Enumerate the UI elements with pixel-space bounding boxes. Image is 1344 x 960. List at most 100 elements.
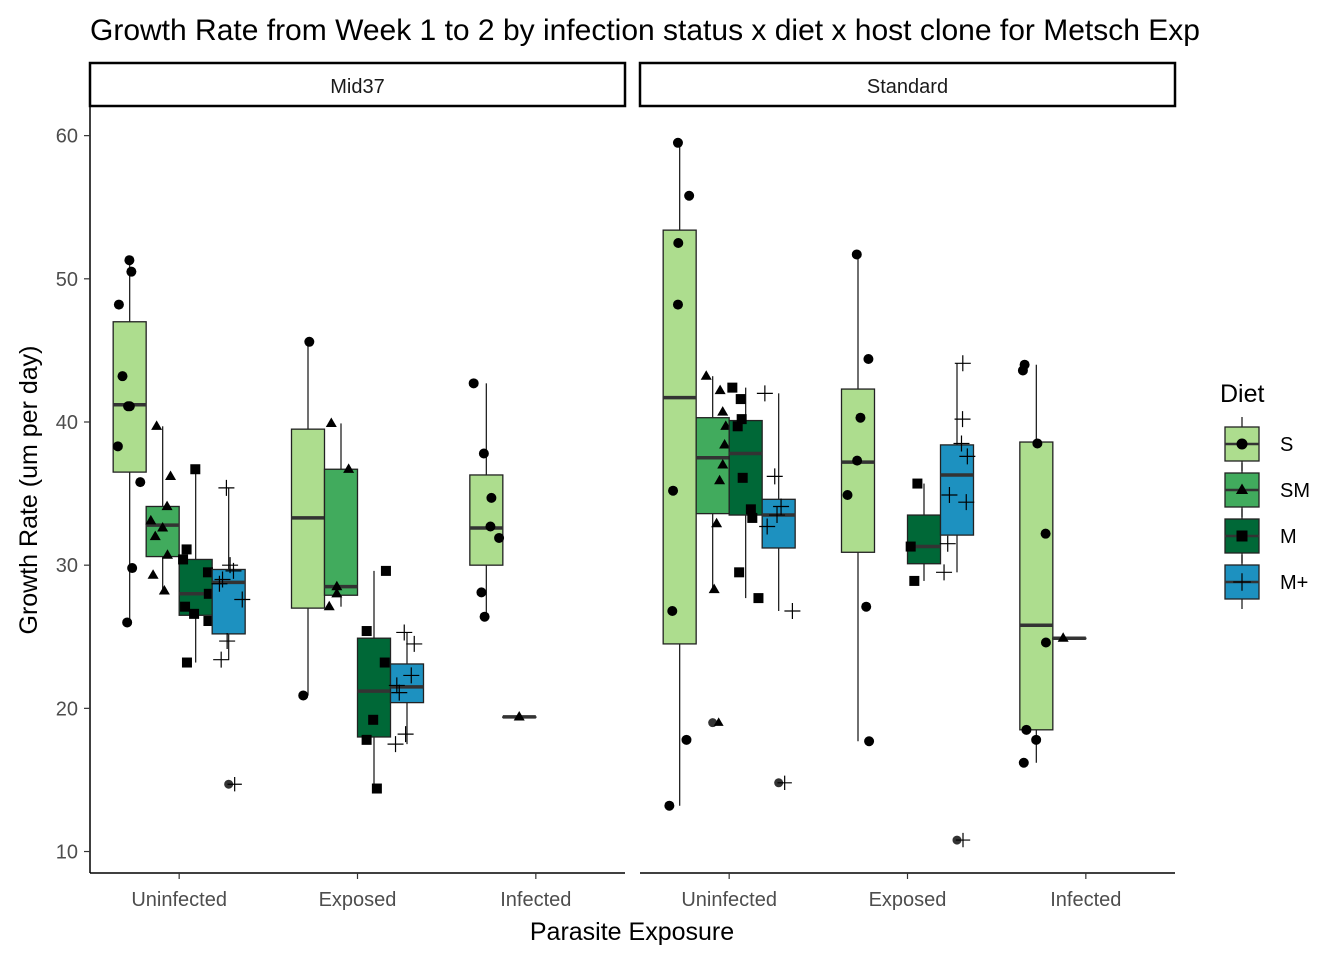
jitter-point (745, 504, 756, 515)
jitter-point (1031, 734, 1042, 745)
legend-item-s: S (1224, 417, 1293, 471)
y-tick-label: 20 (56, 698, 78, 720)
facet-strip-label: Standard (867, 76, 948, 98)
jitter-point (1040, 637, 1051, 648)
box-uninfected-sm (695, 370, 732, 728)
y-tick-label: 60 (56, 126, 78, 148)
box-body (323, 468, 359, 596)
jitter-point (147, 569, 159, 579)
jitter-point (181, 544, 192, 555)
jitter-point (905, 541, 916, 552)
jitter-point (861, 601, 872, 612)
jitter-point (753, 593, 764, 604)
box-body (211, 568, 246, 635)
jitter-point (766, 468, 783, 485)
box-uninfected-mplus (211, 479, 251, 792)
jitter-point (681, 734, 692, 745)
jitter-point (756, 385, 773, 402)
jitter-point (953, 435, 970, 452)
jitter-point (1032, 438, 1043, 449)
jitter-point (113, 299, 124, 310)
y-tick-label: 50 (56, 269, 78, 291)
jitter-point (219, 633, 236, 650)
jitter-point (717, 459, 729, 469)
jitter-point (664, 800, 675, 811)
box-body (906, 514, 942, 565)
legend-item-sm: SM (1224, 463, 1310, 517)
box-exposed-s (840, 249, 876, 747)
jitter-point (213, 651, 230, 668)
y-tick-label: 40 (56, 412, 78, 434)
box-infected-s (1017, 359, 1054, 768)
jitter-point (1057, 632, 1069, 642)
jitter-point (673, 238, 684, 249)
jitter-point (361, 734, 372, 745)
jitter-point (117, 371, 128, 382)
jitter-point (122, 617, 133, 628)
box-exposed-m (905, 478, 942, 586)
legend-item-mplus: M+ (1224, 555, 1308, 609)
jitter-point (304, 336, 315, 347)
chart-title: Growth Rate from Week 1 to 2 by infectio… (90, 14, 1200, 47)
panel-mid37: Mid37 10 20 30 40 50 60 Uninfected Exposed Infect… (56, 61, 627, 911)
jitter-point (214, 571, 231, 588)
jitter-point (713, 717, 724, 726)
jitter-point (225, 562, 242, 579)
legend-label: SM (1280, 480, 1310, 502)
jitter-point (151, 420, 163, 430)
jitter-point (180, 601, 191, 612)
y-tick-label: 30 (56, 555, 78, 577)
jitter-point (959, 448, 976, 465)
jitter-point (112, 441, 123, 452)
jitter-point (717, 406, 729, 416)
jitter-point (397, 726, 414, 743)
y-axis-title: Growth Rate (um per day) (15, 346, 43, 635)
jitter-point (165, 470, 177, 481)
legend-title: Diet (1220, 380, 1265, 408)
jitter-point (684, 190, 695, 201)
jitter-point (777, 775, 792, 790)
jitter-point (387, 736, 404, 753)
x-tick-label: Exposed (319, 889, 397, 911)
jitter-point (936, 564, 953, 581)
jitter-point (719, 439, 731, 449)
jitter-point (714, 384, 726, 395)
jitter-point (361, 626, 372, 637)
jitter-point (855, 412, 866, 423)
x-tick-label: Infected (500, 889, 571, 911)
jitter-point (1017, 365, 1028, 376)
jitter-point (157, 522, 169, 532)
jitter-point (958, 494, 975, 511)
box-exposed-mplus (387, 624, 425, 753)
jitter-point (331, 587, 343, 598)
jitter-point (181, 657, 192, 668)
jitter-point (769, 507, 786, 524)
jitter-point (1018, 757, 1029, 768)
legend-label: M (1280, 526, 1297, 548)
jitter-point (735, 394, 746, 405)
jitter-point (773, 498, 790, 515)
box-infected-sm (1052, 632, 1087, 642)
jitter-point (842, 490, 853, 501)
jitter-point (954, 355, 971, 372)
jitter-point (672, 137, 683, 148)
box-body (662, 229, 697, 645)
legend-key-symbol (1235, 483, 1249, 494)
jitter-point (124, 255, 135, 266)
jitter-point (909, 575, 920, 586)
jitter-point (331, 580, 343, 591)
jitter-point (325, 417, 337, 428)
box-body (389, 663, 425, 704)
jitter-point (145, 514, 157, 525)
legend-key-symbol (1233, 573, 1251, 591)
jitter-point (234, 591, 251, 608)
jitter-point (126, 266, 137, 277)
jitter-point (124, 401, 135, 412)
jitter-point (371, 783, 382, 794)
jitter-point (161, 549, 173, 559)
jitter-point (476, 587, 487, 598)
legend-key-symbol (1236, 530, 1248, 542)
jitter-point (396, 624, 413, 641)
box-body (728, 419, 763, 516)
